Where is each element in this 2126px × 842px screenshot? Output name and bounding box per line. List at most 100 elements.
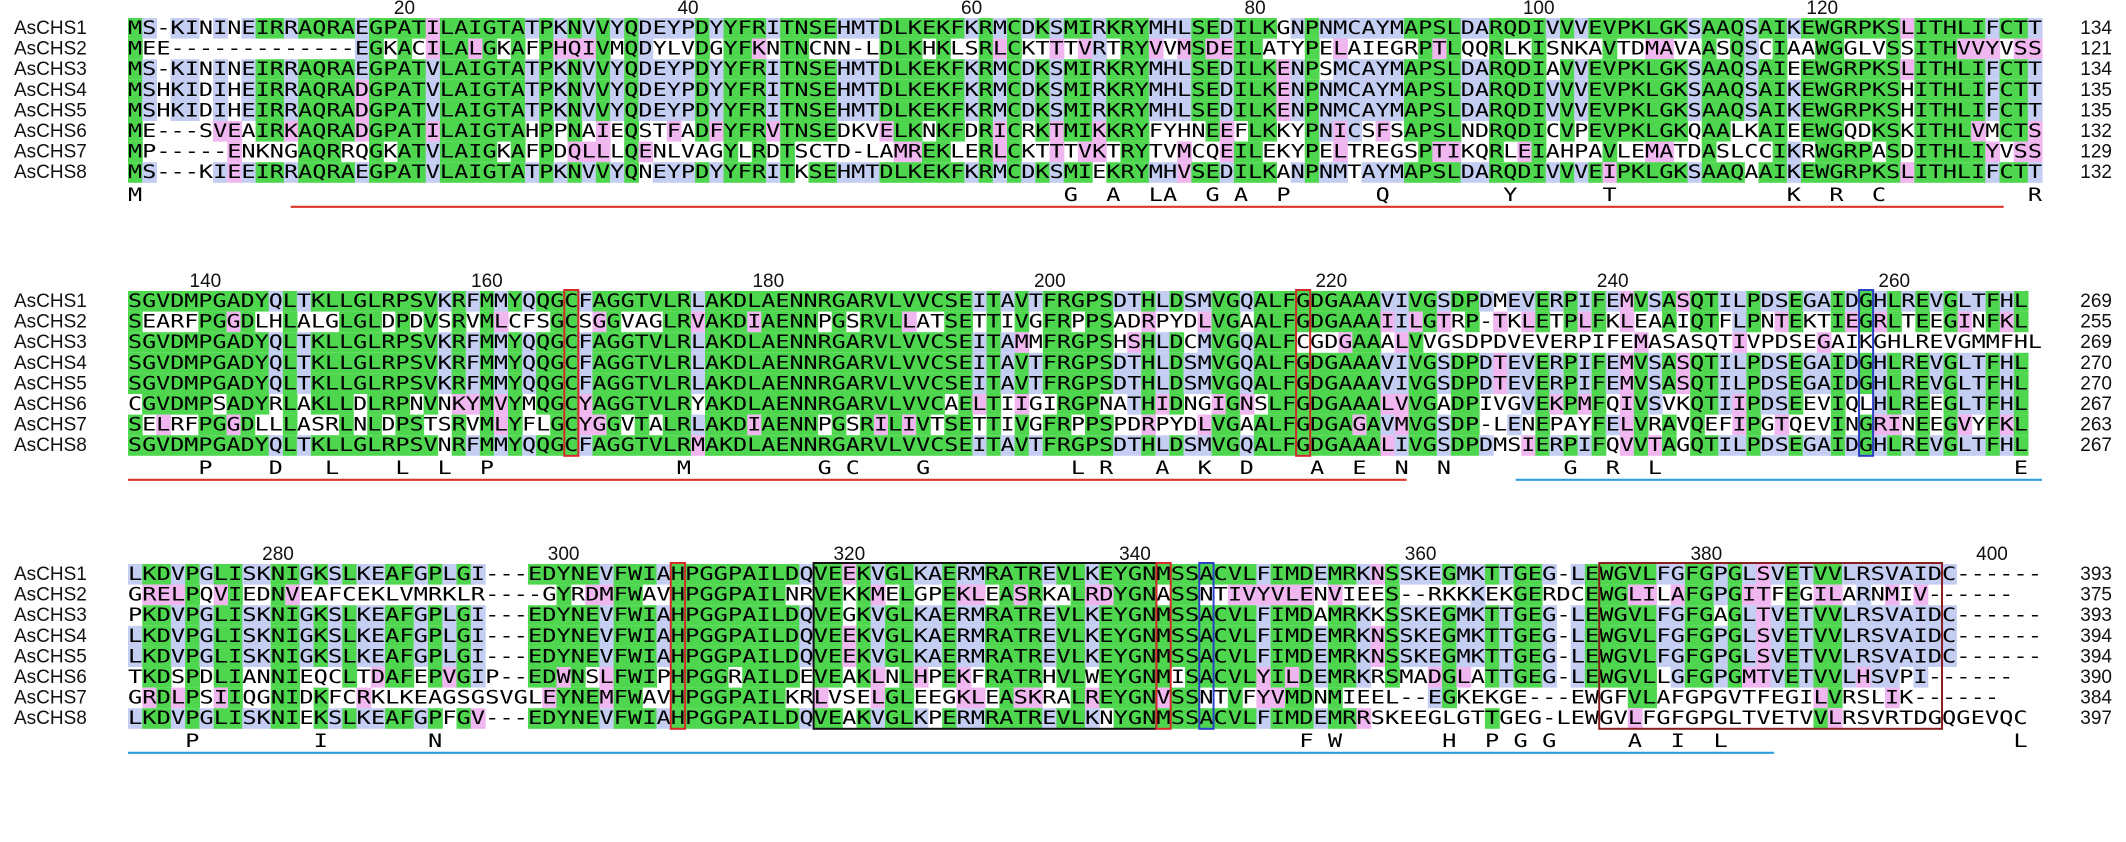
residue-shade: [1432, 141, 1448, 163]
residue-shade: [342, 708, 358, 729]
residue-shade: [296, 373, 312, 394]
residue-shade: [1715, 59, 1731, 80]
residue-shade: [1701, 79, 1717, 101]
residue-shade: [642, 564, 658, 585]
residue-shade: [1418, 141, 1433, 163]
residue-shade: [356, 646, 372, 667]
residue-shade: [747, 332, 762, 353]
residue-shade: [1127, 667, 1143, 688]
residue-shade: [423, 373, 439, 394]
residue-shade: [226, 291, 242, 312]
residue-shade: [536, 332, 551, 353]
residue-shade: [1028, 373, 1044, 394]
residue-shade: [1056, 605, 1072, 626]
residue-shade: [1169, 352, 1185, 374]
residue-shade: [567, 162, 583, 183]
residue-shade: [936, 162, 951, 183]
residue-shade: [662, 373, 678, 394]
residue-shade: [1233, 100, 1249, 121]
residue-shade: [411, 141, 427, 163]
residue-shade: [1531, 141, 1547, 163]
residue-shade: [1056, 332, 1072, 353]
residue-shade: [1542, 646, 1557, 667]
residue-shade: [1113, 667, 1129, 688]
residue-shade: [1456, 564, 1472, 585]
residue-shade: [1442, 605, 1457, 626]
residue-shade: [142, 394, 157, 415]
residue-shade: [1394, 373, 1410, 394]
residue-shade: [1085, 394, 1100, 415]
residue-shade: [648, 394, 664, 415]
residue-shade: [1106, 18, 1122, 39]
residue-shade: [916, 332, 931, 353]
residue-shade: [785, 625, 800, 647]
residue-shade: [613, 708, 629, 729]
residue-shade: [340, 18, 356, 39]
residue-shade: [585, 708, 600, 729]
residue-shade: [128, 564, 143, 585]
residue-shade: [817, 373, 833, 394]
residue-shade: [1342, 646, 1357, 667]
residue-shade: [482, 100, 498, 121]
residue-shade: [1460, 162, 1476, 183]
residue-shade: [1746, 352, 1762, 374]
residue-shade: [638, 59, 654, 80]
residue-shade: [326, 59, 342, 80]
residue-shade: [1361, 18, 1377, 39]
residue-shade: [817, 332, 833, 353]
residue-shade: [766, 121, 781, 142]
residue-shade: [1170, 708, 1186, 729]
residue-shade: [1673, 18, 1689, 39]
residue-shade: [1375, 121, 1391, 142]
residue-shade: [685, 646, 700, 667]
residue-shade: [1843, 162, 1859, 183]
residue-shade: [1627, 605, 1643, 626]
residue-shade: [1333, 121, 1348, 142]
residue-shade: [1545, 79, 1561, 101]
residue-shade: [817, 291, 833, 312]
residue-shade: [254, 435, 270, 456]
residue-shade: [1829, 100, 1845, 121]
residue-shade: [1690, 394, 1705, 415]
residue-shade: [1718, 291, 1733, 312]
residue-shade: [1699, 667, 1715, 688]
residue-shade: [313, 605, 329, 626]
residue-shade: [1914, 100, 1930, 121]
residue-shade: [1570, 646, 1586, 667]
residue-shade: [285, 687, 300, 709]
residue-shade: [1184, 667, 1200, 688]
residue-shade: [226, 352, 242, 374]
residue-shade: [1418, 121, 1433, 142]
residue-shade: [1056, 291, 1072, 312]
position-ruler: 140 160 180 200 220 240 260: [190, 271, 1911, 292]
residue-shade: [799, 564, 815, 585]
residue-shade: [780, 141, 795, 163]
residue-shade: [913, 646, 929, 667]
residue-shade: [1599, 625, 1615, 647]
residue-shade: [1715, 18, 1731, 39]
residue-shade: [585, 584, 600, 606]
residue-shade: [942, 584, 958, 606]
residue-shade: [1127, 646, 1143, 667]
residue-shade: [1262, 59, 1277, 80]
residue-shade: [1770, 564, 1786, 585]
residue-shade: [893, 38, 909, 60]
residue-shade: [1591, 414, 1607, 436]
residue-shade: [1366, 435, 1382, 456]
residue-shade: [836, 18, 852, 39]
ruler-number: 280: [262, 544, 294, 565]
sequence-residues: SELRFPGGDLLLASRLNLDPSTSRVMLYFLGCYGGVTALR…: [128, 414, 2028, 436]
residue-shade: [454, 38, 469, 60]
residue-shade: [510, 162, 526, 183]
residue-shade: [1971, 100, 1986, 121]
residue-shade: [1177, 18, 1192, 39]
residue-shade: [578, 373, 594, 394]
residue-shade: [465, 435, 481, 456]
residue-shade: [1342, 667, 1357, 688]
residue-shade: [325, 291, 340, 312]
residue-shade: [439, 59, 455, 80]
residue-shade: [1627, 584, 1643, 606]
residue-shade: [713, 605, 729, 626]
residue-shade: [1873, 435, 1888, 456]
residue-shade: [1085, 564, 1100, 585]
